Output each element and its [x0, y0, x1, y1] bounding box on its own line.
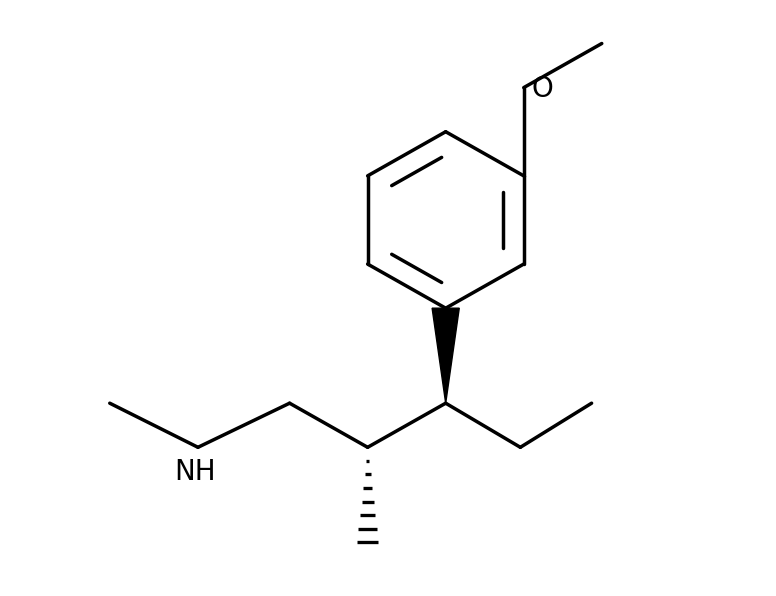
Text: O: O	[532, 75, 553, 103]
Text: NH: NH	[174, 458, 216, 486]
Polygon shape	[432, 308, 459, 403]
